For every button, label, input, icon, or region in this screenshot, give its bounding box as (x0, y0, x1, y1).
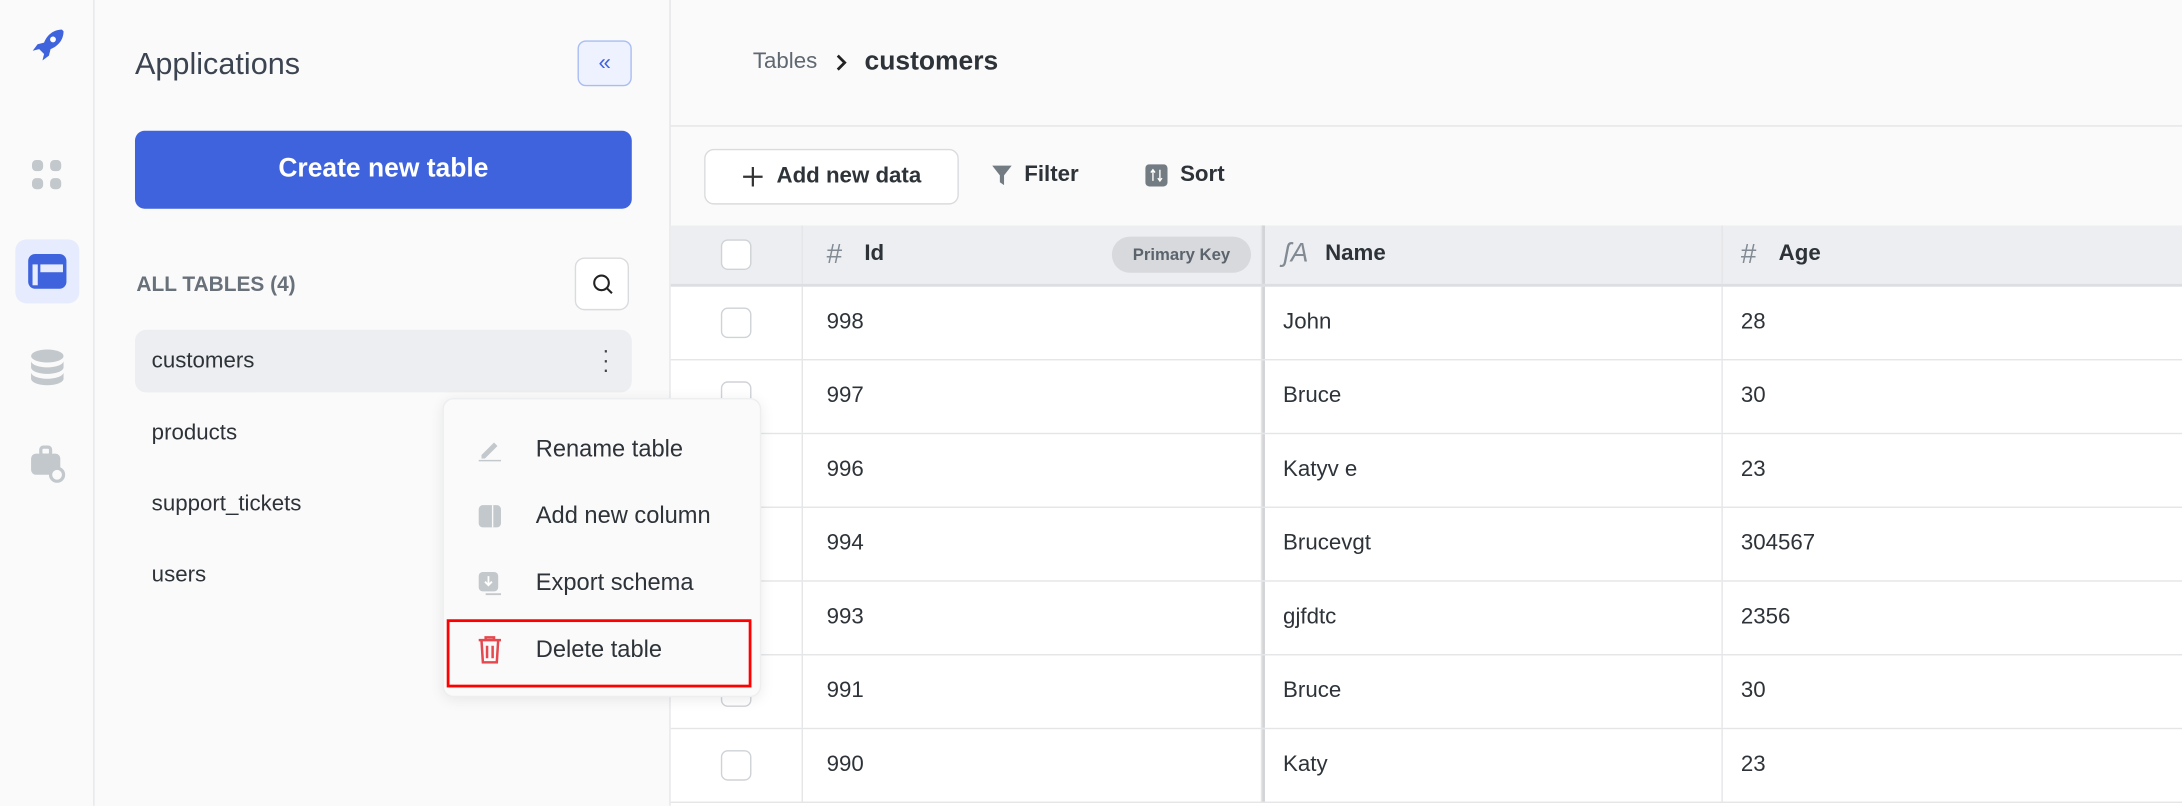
menu-item-export-schema[interactable]: Export schema (444, 550, 763, 617)
column-header-name[interactable]: ʃA Name (1262, 225, 1723, 284)
filter-label: Filter (1024, 162, 1079, 187)
search-icon (592, 274, 612, 295)
table-cell[interactable]: 30 (1740, 679, 1766, 703)
table-item-label: users (151, 562, 207, 587)
column-name: Age (1778, 242, 1821, 266)
menu-item-label: Delete table (535, 635, 663, 663)
apps-grid-icon[interactable] (15, 143, 79, 207)
table-cell[interactable]: 2356 (1740, 605, 1791, 630)
table-cell[interactable]: 30 (1740, 384, 1766, 408)
primary-key-badge: Primary Key (1111, 236, 1252, 273)
menu-item-label: Export schema (535, 569, 694, 596)
database-icon[interactable] (15, 335, 79, 399)
number-type-icon: # (826, 238, 843, 270)
table-cell[interactable]: 23 (1740, 752, 1766, 777)
table-cell[interactable]: Bruce (1262, 360, 1723, 433)
table-row[interactable]: 991 Bruce 30 (670, 655, 2182, 730)
table-cell[interactable]: 304567 (1740, 531, 1816, 556)
table-cell[interactable]: 991 (803, 655, 1263, 728)
table-header-row: # Id Primary Key ʃA Name # Age (670, 225, 2182, 287)
data-table: # Id Primary Key ʃA Name # Age 998 John 28 997 B… (670, 225, 2182, 806)
search-tables-button[interactable] (574, 257, 630, 311)
filter-icon (992, 165, 1012, 186)
table-row[interactable]: 990 Katy 23 (670, 729, 2182, 803)
row-checkbox[interactable] (720, 750, 752, 781)
menu-item-label: Add new column (535, 502, 711, 529)
table-cell[interactable]: Katyv e (1262, 434, 1723, 507)
plus-icon (743, 166, 763, 187)
menu-item-label: Rename table (535, 435, 684, 463)
breadcrumb-tables[interactable]: Tables (752, 50, 818, 74)
row-select-cell (671, 286, 803, 360)
table-cell[interactable]: 996 (803, 434, 1263, 507)
toolbar: Add new data Filter Sort (671, 127, 2182, 226)
table-cell[interactable]: 998 (803, 286, 1263, 360)
table-cell[interactable]: 23 (1740, 457, 1766, 482)
table-item-customers[interactable]: customers · · · (134, 329, 632, 393)
text-type-icon: ʃA (1283, 239, 1309, 269)
table-cell[interactable]: Katy (1262, 729, 1723, 802)
row-select-cell (671, 729, 803, 802)
chevron-right-icon (837, 54, 848, 71)
sort-icon (1145, 164, 1168, 187)
table-item-label: support_tickets (151, 491, 302, 516)
select-all-checkbox[interactable] (720, 239, 752, 270)
column-name: Name (1325, 242, 1386, 266)
table-cell[interactable]: Brucevgt (1262, 507, 1723, 581)
table-cell[interactable]: John (1262, 286, 1723, 360)
highlight-box (446, 619, 752, 688)
row-checkbox[interactable] (720, 307, 752, 339)
table-cell[interactable]: Bruce (1262, 655, 1723, 728)
all-tables-label: ALL TABLES (4) (136, 272, 296, 297)
rocket-logo-icon[interactable] (15, 14, 79, 78)
add-new-data-label: Add new data (776, 164, 922, 188)
table-item-support-tickets[interactable]: support_tickets (135, 473, 632, 536)
select-all-cell (671, 225, 803, 284)
more-options-icon[interactable]: · · · (602, 339, 610, 383)
column-header-id[interactable]: # Id Primary Key (803, 225, 1263, 284)
column-name: Id (864, 242, 885, 266)
column-icon (478, 505, 501, 528)
table-item-users[interactable]: users (135, 544, 632, 607)
breadcrumb: Tables customers (670, 0, 2182, 127)
export-icon (478, 571, 501, 596)
table-cell[interactable]: 28 (1740, 310, 1766, 334)
create-new-table-button[interactable]: Create new table (134, 130, 632, 209)
table-row[interactable]: 998 John 28 (670, 286, 2182, 361)
panel-title: Applications (134, 45, 301, 81)
pencil-icon (478, 442, 501, 462)
table-cell[interactable]: 990 (803, 729, 1263, 802)
table-row[interactable]: 993 gjfdtc 2356 (670, 581, 2182, 656)
add-new-data-button[interactable]: Add new data (704, 148, 959, 205)
trash-icon (478, 636, 501, 664)
table-cell[interactable]: 997 (803, 360, 1263, 433)
table-context-menu: Rename table Add new column Export schem… (442, 397, 763, 698)
menu-item-add-new-column[interactable]: Add new column (444, 483, 763, 550)
sort-label: Sort (1180, 162, 1225, 187)
breadcrumb-current: customers (864, 47, 999, 77)
table-row[interactable]: 996 Katyv e 23 (670, 434, 2182, 508)
menu-item-rename-table[interactable]: Rename table (444, 416, 763, 483)
table-cell[interactable]: gjfdtc (1262, 581, 1723, 655)
table-row[interactable]: 997 Bruce 30 (670, 360, 2182, 435)
table-item-label: products (151, 420, 238, 445)
sort-button[interactable]: Sort (1145, 162, 1225, 188)
collapse-sidebar-button[interactable]: « (577, 40, 632, 87)
number-type-icon: # (1740, 238, 1757, 270)
table-row[interactable]: 994 Brucevgt 304567 (670, 507, 2182, 582)
table-item-products[interactable]: products (135, 402, 632, 465)
menu-item-delete-table[interactable]: Delete table (444, 616, 763, 683)
tables-nav-icon[interactable] (15, 239, 80, 304)
table-item-label: customers (151, 348, 255, 373)
filter-button[interactable]: Filter (992, 162, 1079, 188)
table-cell[interactable]: 993 (803, 581, 1263, 655)
column-header-age[interactable]: # Age (1723, 225, 2182, 283)
workflow-briefcase-icon[interactable] (15, 431, 79, 495)
icon-rail (0, 0, 95, 806)
table-cell[interactable]: 994 (803, 507, 1263, 581)
